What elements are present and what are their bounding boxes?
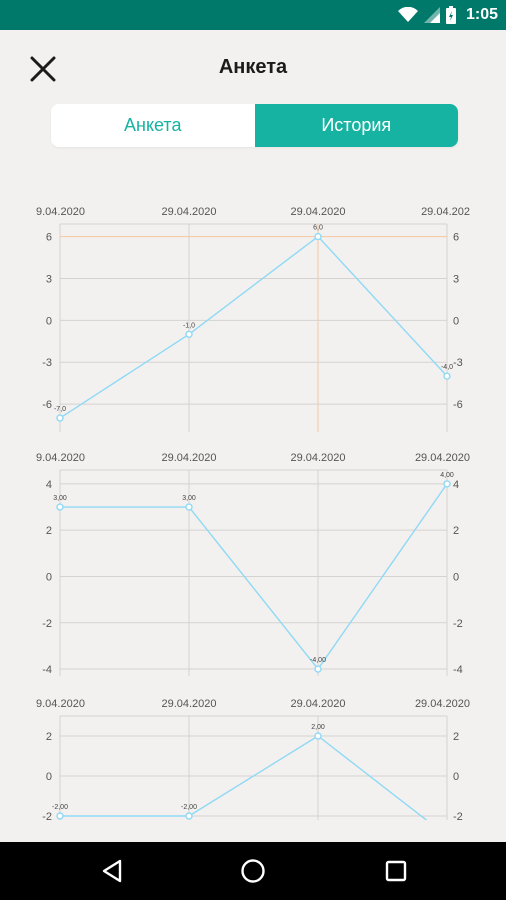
y-tick-label-left: -6 — [42, 399, 52, 411]
y-tick-label-right: -3 — [453, 357, 463, 369]
series-line — [59, 235, 448, 419]
data-label: -2,00 — [52, 804, 68, 811]
status-time: 1:05 — [465, 6, 498, 23]
x-tick-label: 29.04.2020 — [161, 698, 216, 710]
data-label: -2,00 — [181, 804, 197, 811]
y-tick-label-right: 6 — [453, 232, 459, 244]
data-label: 3,00 — [53, 495, 67, 502]
y-tick-label-left: 6 — [46, 232, 52, 244]
x-tick-label: 29.04.2020 — [161, 452, 216, 464]
recents-icon — [385, 860, 407, 882]
close-icon — [30, 56, 56, 82]
signal-icon — [423, 7, 440, 23]
y-tick-label-right: -6 — [453, 399, 463, 411]
y-tick-label-left: 4 — [46, 479, 52, 491]
data-label: 4,00 — [440, 472, 454, 479]
data-point — [443, 480, 451, 488]
y-tick-label-right: -2 — [453, 618, 463, 630]
x-tick-label: 29.04.2020 — [415, 452, 470, 464]
status-bar: 1:05 — [0, 0, 506, 30]
series-line — [60, 483, 448, 671]
y-tick-label-right: 0 — [453, 771, 459, 783]
data-label: -1,0 — [183, 322, 195, 329]
data-label: -7,0 — [54, 406, 66, 413]
x-tick-label: 9.04.2020 — [36, 206, 85, 218]
series-line — [60, 735, 428, 820]
data-point — [314, 232, 322, 241]
x-tick-label: 9.04.2020 — [36, 698, 85, 710]
y-tick-label-left: 2 — [46, 731, 52, 743]
y-tick-label-left: -4 — [42, 664, 52, 676]
back-button[interactable] — [82, 842, 142, 900]
y-tick-label-left: -2 — [42, 811, 52, 820]
recents-button[interactable] — [366, 842, 426, 900]
navigation-bar — [0, 842, 506, 900]
data-point — [56, 503, 64, 511]
data-label: 3,00 — [182, 495, 196, 502]
chart-3: 2 2 0 0 -2 -2 9.04.2020 29.04.2020 29.04.2020 29.… — [0, 690, 506, 820]
x-tick-label: 9.04.2020 — [36, 452, 85, 464]
home-icon — [241, 859, 265, 883]
tab-history[interactable]: История — [254, 104, 458, 147]
data-label: 6,0 — [313, 225, 323, 232]
data-point — [314, 665, 322, 673]
battery-icon — [445, 6, 456, 24]
data-point — [56, 812, 64, 820]
y-tick-label-right: 4 — [453, 479, 459, 491]
y-tick-label-left: 0 — [46, 571, 52, 583]
close-button[interactable] — [26, 52, 60, 86]
y-tick-label-left: 0 — [46, 315, 52, 327]
tab-switcher: Анкета История — [51, 104, 458, 147]
y-tick-label-right: 3 — [453, 273, 459, 285]
app-bar: Анкета — [0, 30, 506, 106]
data-point — [185, 812, 193, 820]
data-label: 2,00 — [311, 724, 325, 731]
chart-2: 4 4 2 2 0 0 -2 -2 -4 -4 9.04.2020 29.04.2020 29.04.2… — [0, 444, 506, 682]
data-label: -4,0 — [441, 364, 453, 371]
x-tick-label: 29.04.2020 — [290, 206, 345, 218]
home-button[interactable] — [223, 842, 283, 900]
y-tick-label-right: 0 — [453, 315, 459, 327]
y-tick-label-right: 2 — [453, 525, 459, 537]
y-tick-label-right: -2 — [453, 811, 463, 820]
data-point — [185, 330, 193, 338]
data-label: -4,00 — [310, 657, 326, 664]
data-point — [185, 503, 193, 511]
y-tick-label-right: -4 — [453, 664, 463, 676]
x-tick-label: 29.04.2020 — [290, 698, 345, 710]
data-point — [443, 372, 451, 380]
y-tick-label-right: 0 — [453, 571, 459, 583]
x-tick-label: 29.04.2020 — [161, 206, 216, 218]
x-tick-label: 29.04.202 — [421, 206, 470, 218]
page-title: Анкета — [218, 56, 288, 78]
x-tick-label: 29.04.2020 — [290, 452, 345, 464]
data-point — [314, 732, 322, 740]
y-tick-label-right: 2 — [453, 731, 459, 743]
y-tick-label-left: -2 — [42, 618, 52, 630]
tab-questionnaire[interactable]: Анкета — [51, 104, 255, 147]
status-icons: 1:05 — [397, 0, 498, 30]
y-tick-label-left: 3 — [46, 273, 52, 285]
back-icon — [102, 859, 122, 883]
chart-1: 6 6 3 3 0 0 -3 -3 -6 -6 9.04.2020 29.04.2020 29.04.2… — [0, 198, 506, 438]
y-tick-label-left: -3 — [42, 357, 52, 369]
y-tick-label-left: 2 — [46, 525, 52, 537]
y-tick-label-left: 0 — [46, 771, 52, 783]
wifi-icon — [397, 7, 418, 22]
data-point — [56, 414, 64, 422]
x-tick-label: 29.04.2020 — [415, 698, 470, 710]
